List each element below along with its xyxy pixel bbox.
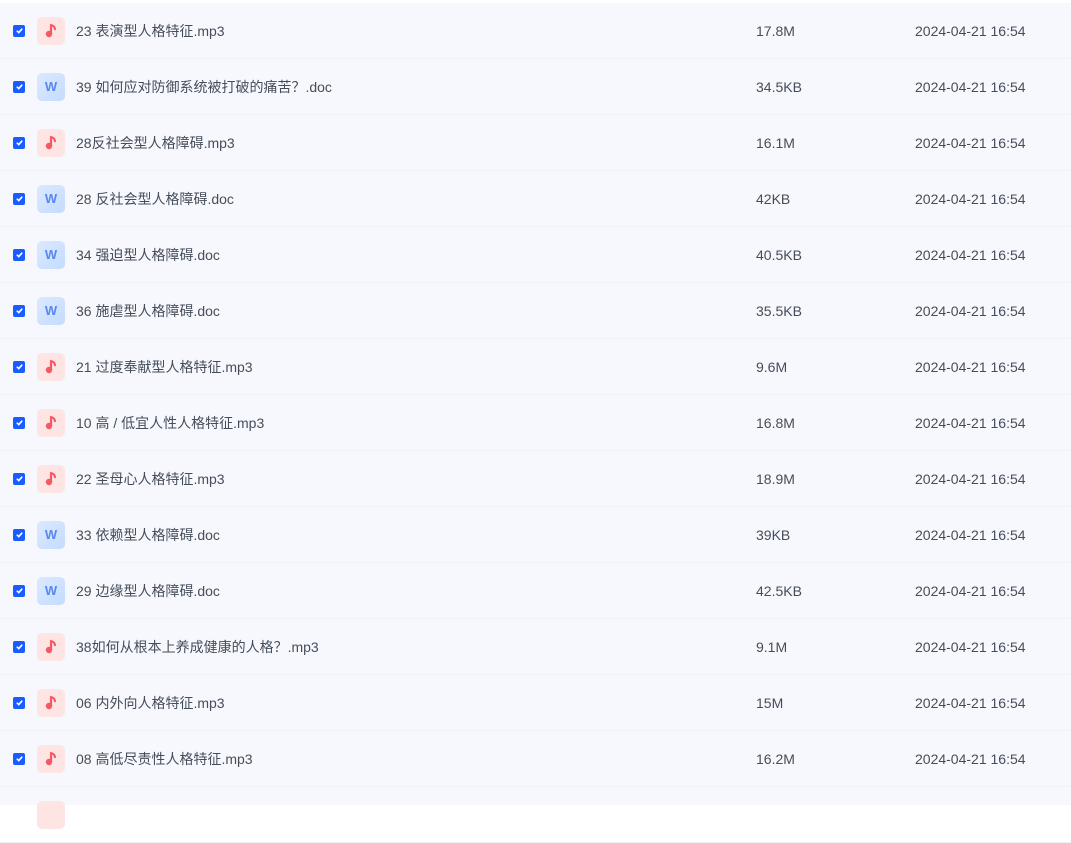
file-size: 42KB [756, 190, 791, 207]
file-date: 2024-04-21 16:54 [915, 750, 1026, 767]
file-size: 17.8M [756, 22, 795, 39]
file-date: 2024-04-21 16:54 [915, 638, 1026, 655]
file-date: 2024-04-21 16:54 [915, 22, 1026, 39]
file-date: 2024-04-21 16:54 [915, 246, 1026, 263]
file-date: 2024-04-21 16:54 [915, 190, 1026, 207]
file-size: 16.1M [756, 134, 795, 151]
row-checkbox[interactable] [13, 192, 25, 205]
file-date: 2024-04-21 16:54 [915, 470, 1026, 487]
file-row-partial [0, 787, 1071, 843]
file-date: 2024-04-21 16:54 [915, 526, 1026, 543]
file-name[interactable]: 28 反社会型人格障碍.doc [76, 190, 234, 207]
file-list: 23 表演型人格特征.mp3 17.8M 2024-04-21 16:54 W 39 如… [0, 3, 1071, 843]
file-row[interactable]: 21 过度奉献型人格特征.mp3 9.6M 2024-04-21 16:54 [0, 339, 1071, 395]
row-checkbox[interactable] [13, 248, 25, 261]
row-checkbox[interactable] [13, 416, 25, 429]
audio-file-icon [37, 16, 65, 45]
file-row[interactable]: 10 高 / 低宜人性人格特征.mp3 16.8M 2024-04-21 16:54 [0, 395, 1071, 451]
file-date: 2024-04-21 16:54 [915, 302, 1026, 319]
file-size: 42.5KB [756, 582, 802, 599]
file-name[interactable]: 21 过度奉献型人格特征.mp3 [76, 358, 253, 375]
file-name[interactable]: 39 如何应对防御系统被打破的痛苦？.doc [76, 78, 332, 95]
word-doc-icon: W [37, 240, 65, 269]
word-doc-icon: W [37, 520, 65, 549]
file-date: 2024-04-21 16:54 [915, 694, 1026, 711]
row-checkbox[interactable] [13, 360, 25, 373]
file-size: 40.5KB [756, 246, 802, 263]
file-size: 18.9M [756, 470, 795, 487]
file-name[interactable]: 28反社会型人格障碍.mp3 [76, 134, 235, 151]
audio-file-icon [37, 688, 65, 717]
file-size: 16.2M [756, 750, 795, 767]
file-row[interactable]: W 34 强迫型人格障碍.doc 40.5KB 2024-04-21 16:54 [0, 227, 1071, 283]
file-row[interactable]: W 28 反社会型人格障碍.doc 42KB 2024-04-21 16:54 [0, 171, 1071, 227]
file-name[interactable]: 29 边缘型人格障碍.doc [76, 582, 220, 599]
file-row[interactable]: 22 圣母心人格特征.mp3 18.9M 2024-04-21 16:54 [0, 451, 1071, 507]
file-row[interactable]: 23 表演型人格特征.mp3 17.8M 2024-04-21 16:54 [0, 3, 1071, 59]
file-date: 2024-04-21 16:54 [915, 78, 1026, 95]
word-doc-icon: W [37, 296, 65, 325]
row-checkbox[interactable] [13, 752, 25, 765]
word-doc-icon: W [37, 576, 65, 605]
file-name[interactable]: 10 高 / 低宜人性人格特征.mp3 [76, 414, 265, 431]
file-size: 34.5KB [756, 78, 802, 95]
file-row[interactable]: 08 高低尽责性人格特征.mp3 16.2M 2024-04-21 16:54 [0, 731, 1071, 787]
file-size: 9.6M [756, 358, 788, 375]
audio-file-icon [37, 352, 65, 381]
row-checkbox[interactable] [13, 528, 25, 541]
file-row[interactable]: 28反社会型人格障碍.mp3 16.1M 2024-04-21 16:54 [0, 115, 1071, 171]
row-checkbox[interactable] [13, 136, 25, 149]
file-name[interactable]: 33 依赖型人格障碍.doc [76, 526, 220, 543]
audio-file-icon [37, 801, 65, 829]
word-doc-icon: W [37, 72, 65, 101]
row-checkbox[interactable] [13, 696, 25, 709]
file-date: 2024-04-21 16:54 [915, 582, 1026, 599]
file-size: 16.8M [756, 414, 795, 431]
file-row[interactable]: W 39 如何应对防御系统被打破的痛苦？.doc 34.5KB 2024-04-21 … [0, 59, 1071, 115]
file-date: 2024-04-21 16:54 [915, 358, 1026, 375]
file-size: 35.5KB [756, 302, 802, 319]
file-name[interactable]: 06 内外向人格特征.mp3 [76, 694, 225, 711]
audio-file-icon [37, 744, 65, 773]
file-name[interactable]: 36 施虐型人格障碍.doc [76, 302, 220, 319]
row-checkbox[interactable] [13, 584, 25, 597]
row-checkbox[interactable] [13, 640, 25, 653]
file-date: 2024-04-21 16:54 [915, 414, 1026, 431]
file-name[interactable]: 38如何从根本上养成健康的人格？.mp3 [76, 638, 319, 655]
row-checkbox[interactable] [13, 304, 25, 317]
file-row[interactable]: W 29 边缘型人格障碍.doc 42.5KB 2024-04-21 16:54 [0, 563, 1071, 619]
file-size: 9.1M [756, 638, 788, 655]
file-name[interactable]: 23 表演型人格特征.mp3 [76, 22, 225, 39]
file-row[interactable]: 38如何从根本上养成健康的人格？.mp3 9.1M 2024-04-21 16:54 [0, 619, 1071, 675]
word-doc-icon: W [37, 184, 65, 213]
file-row[interactable]: W 36 施虐型人格障碍.doc 35.5KB 2024-04-21 16:54 [0, 283, 1071, 339]
file-row[interactable]: 06 内外向人格特征.mp3 15M 2024-04-21 16:54 [0, 675, 1071, 731]
file-name[interactable]: 22 圣母心人格特征.mp3 [76, 470, 225, 487]
file-row[interactable]: W 33 依赖型人格障碍.doc 39KB 2024-04-21 16:54 [0, 507, 1071, 563]
file-size: 39KB [756, 526, 791, 543]
file-name[interactable]: 34 强迫型人格障碍.doc [76, 246, 220, 263]
row-checkbox[interactable] [13, 80, 25, 93]
row-checkbox[interactable] [13, 24, 25, 37]
file-date: 2024-04-21 16:54 [915, 134, 1026, 151]
row-checkbox[interactable] [13, 472, 25, 485]
file-name[interactable]: 08 高低尽责性人格特征.mp3 [76, 750, 253, 767]
file-size: 15M [756, 694, 784, 711]
audio-file-icon [37, 632, 65, 661]
audio-file-icon [37, 464, 65, 493]
audio-file-icon [37, 408, 65, 437]
audio-file-icon [37, 128, 65, 157]
